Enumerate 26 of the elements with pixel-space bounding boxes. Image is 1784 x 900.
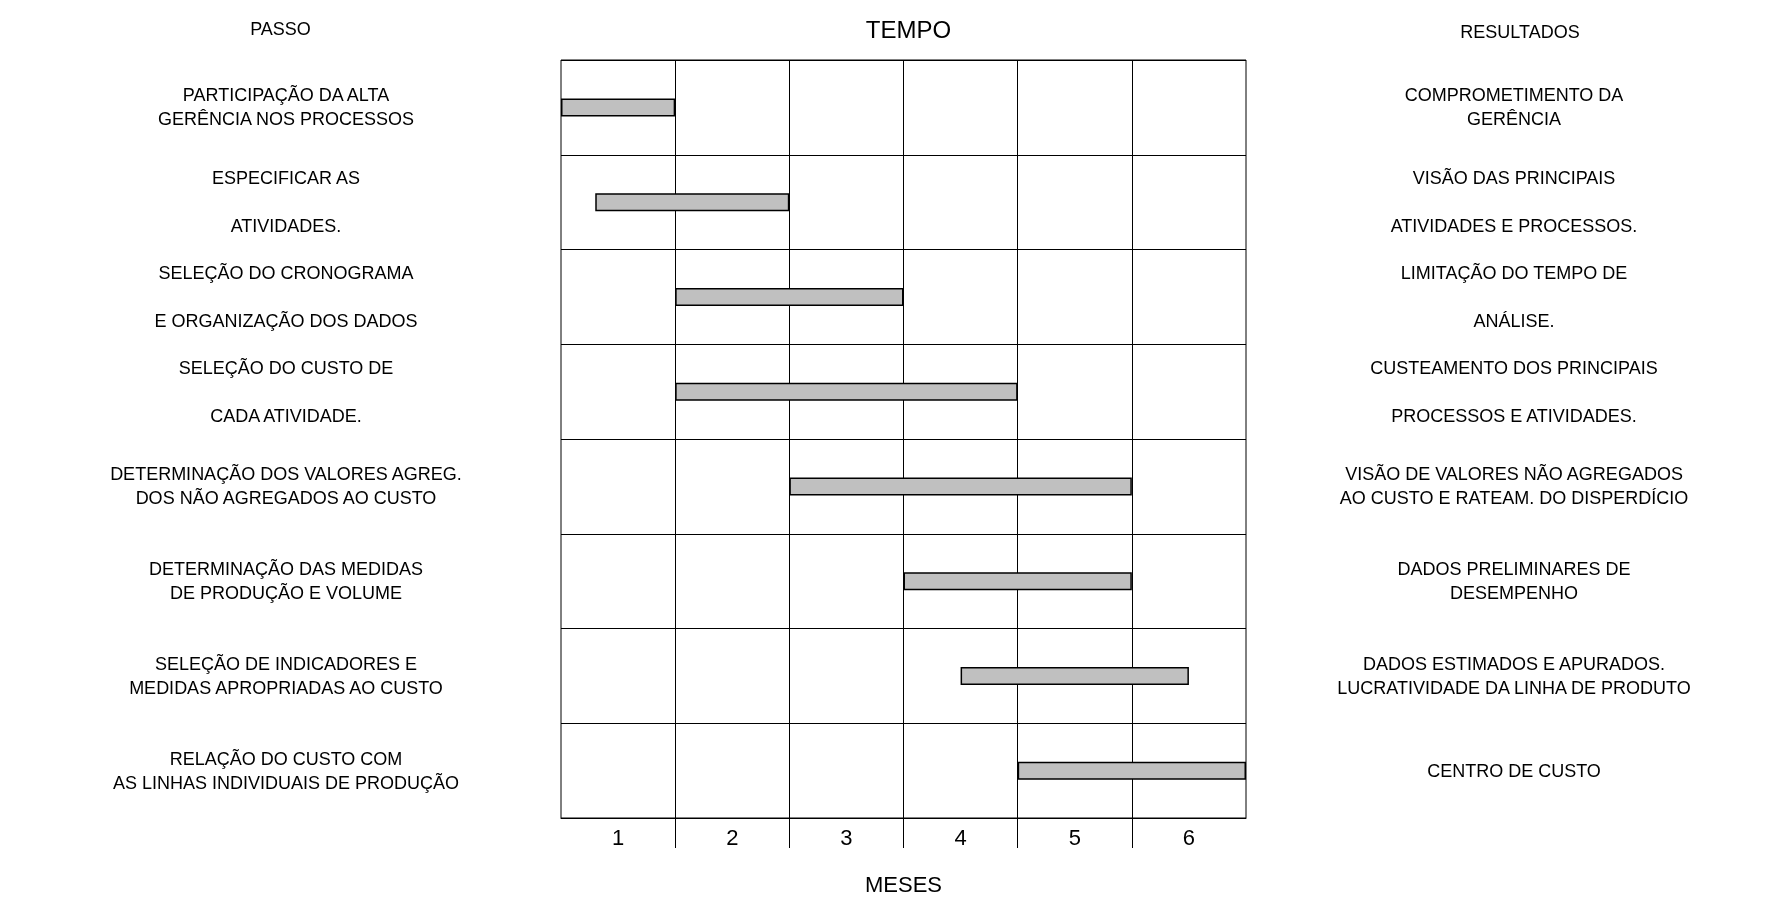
- x-tick-label: 6: [1182, 824, 1196, 850]
- category-label: LIMITAÇÃO DO TEMPO DE ANÁLISE.: [1400, 262, 1628, 331]
- x-tick-label: 1: [611, 824, 625, 850]
- y2-tick-label: DADOS PRELIMINARES DE DESEMPENHO: [1397, 559, 1631, 604]
- x-tick-label: 2: [726, 824, 739, 850]
- category-label: ESPECIFICAR AS ATIVIDADES.: [211, 168, 361, 237]
- category-label: SELEÇÃO DO CRONOGRAMA E ORGANIZAÇÃO DOS DADOS: [154, 262, 418, 331]
- chart-title: TEMPO: [865, 15, 952, 43]
- y2-tick-label: CENTRO DE CUSTO: [1427, 760, 1601, 781]
- x-tick-label: 5: [1068, 824, 1081, 850]
- x-tick-label: 3: [840, 824, 853, 850]
- y-tick-label: DETERMINAÇÃO DAS MEDIDAS DE PRODUÇÃO E VOLUME: [148, 558, 424, 604]
- y-tick-label: RELAÇÃO DO CUSTO COM AS LINHAS INDIVIDUAIS DE PRODUÇÃO: [112, 747, 460, 793]
- y2-tick-label: DADOS ESTIMADOS E APURADOS. LUCRATIVIDADE DA LINHA DE PRODUTO: [1337, 653, 1691, 698]
- y-tick-label: SELEÇÃO DE INDICADORES E MEDIDAS APROPRIADAS AO CUSTO: [129, 652, 443, 698]
- y2-tick-label: VISÃO DE VALORES NÃO AGREGADOS AO CUSTO E RATEAM. DO DISPERDÍCIO: [1339, 463, 1689, 509]
- y-axis-title: PASSO: [250, 19, 311, 39]
- y-tick-label: DETERMINAÇÃO DOS VALORES AGREG. DOS NÃO AGREGADOS AO CUSTO: [110, 463, 462, 509]
- category-label: SELEÇÃO DO CUSTO DE CADA ATIVIDADE.: [178, 357, 394, 426]
- y-tick-label: PARTICIPAÇÃO DA ALTA GERÊNCIA NOS PROCESSOS: [157, 84, 415, 130]
- category-label: CUSTEAMENTO DOS PRINCIPAIS PROCESSOS E ATIVIDADES.: [1370, 357, 1658, 426]
- x-tick-label: 4: [954, 824, 967, 850]
- x-axis-title: MESES: [864, 871, 943, 897]
- category-label: VISÃO DAS PRINCIPAIS ATIVIDADES E PROCESSOS.: [1390, 168, 1638, 237]
- text: RESULTADOS: [1460, 22, 1580, 42]
- y2-tick-label: COMPROMETIMENTO DA GERÊNCIA: [1404, 85, 1624, 130]
